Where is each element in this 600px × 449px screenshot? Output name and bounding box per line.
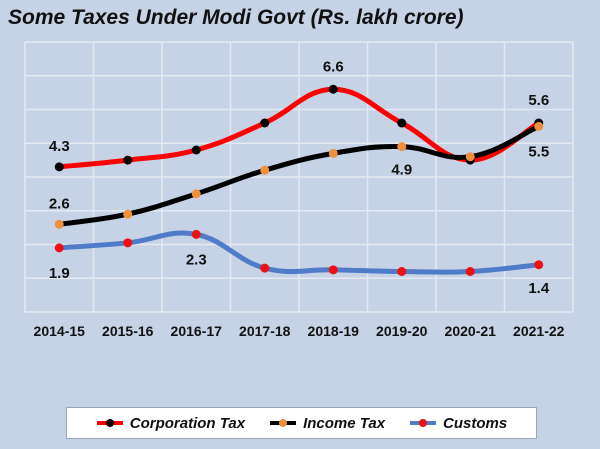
data-label: 4.9 <box>391 162 412 179</box>
data-point <box>260 118 270 128</box>
data-point <box>328 84 338 94</box>
legend-label: Income Tax <box>303 414 386 432</box>
data-point <box>397 267 407 276</box>
legend-swatch <box>410 419 437 427</box>
legend-item: Corporation Tax <box>96 415 245 432</box>
legend-swatch <box>96 419 123 427</box>
data-point <box>54 219 64 229</box>
chart-title: Some Taxes Under Modi Govt (Rs. lakh cro… <box>8 6 464 29</box>
legend-item: Income Tax <box>269 415 385 432</box>
data-labels: 4.3 6.6 5.6 2.6 4.9 5.5 1.9 2.3 1.4 <box>49 58 550 297</box>
data-point <box>534 260 544 270</box>
x-tick-label: 2016-17 <box>171 323 223 339</box>
data-label: 6.6 <box>323 58 344 75</box>
data-point <box>260 165 270 175</box>
x-tick-label: 2020-21 <box>445 323 497 339</box>
legend-item: Customs <box>409 415 507 432</box>
data-label: 1.4 <box>528 280 550 297</box>
data-markers <box>54 84 544 276</box>
x-tick-label: 2014-15 <box>34 323 86 339</box>
data-point <box>191 145 201 155</box>
data-label: 2.3 <box>186 251 207 268</box>
legend-swatch-marker <box>105 419 114 427</box>
legend: Corporation Tax Income Tax Customs <box>66 407 537 439</box>
data-point <box>397 118 407 128</box>
x-tick-label: 2021-22 <box>513 323 565 339</box>
legend-label: Customs <box>443 414 508 432</box>
series-line-income-tax <box>56 123 542 227</box>
x-axis-tick-labels: 2014-15 2015-16 2016-17 2017-18 2018-19 2019-… <box>34 323 565 339</box>
data-label: 2.6 <box>49 195 70 212</box>
x-tick-label: 2015-16 <box>102 323 154 339</box>
data-point <box>191 189 201 199</box>
data-point <box>260 263 270 273</box>
data-label: 5.5 <box>528 143 549 160</box>
legend-label: Corporation Tax <box>129 414 246 432</box>
legend-swatch-marker <box>279 419 288 427</box>
data-point <box>397 142 407 152</box>
data-label: 5.6 <box>528 92 549 109</box>
data-point <box>465 152 475 162</box>
legend-swatch-marker <box>419 419 428 427</box>
data-point <box>54 162 64 172</box>
x-tick-label: 2019-20 <box>376 323 428 339</box>
data-point <box>328 265 338 275</box>
data-point <box>54 243 64 253</box>
data-label: 4.3 <box>49 138 70 155</box>
data-point <box>465 267 475 276</box>
data-label: 1.9 <box>49 265 70 282</box>
series-line-customs <box>56 230 542 275</box>
x-tick-label: 2018-19 <box>308 323 360 339</box>
data-point <box>123 155 133 165</box>
legend-swatch <box>270 419 297 427</box>
data-point <box>328 148 338 158</box>
data-point <box>123 209 133 219</box>
x-tick-label: 2017-18 <box>239 323 291 339</box>
data-point <box>191 229 201 239</box>
data-point <box>123 238 133 248</box>
data-point <box>534 121 544 131</box>
